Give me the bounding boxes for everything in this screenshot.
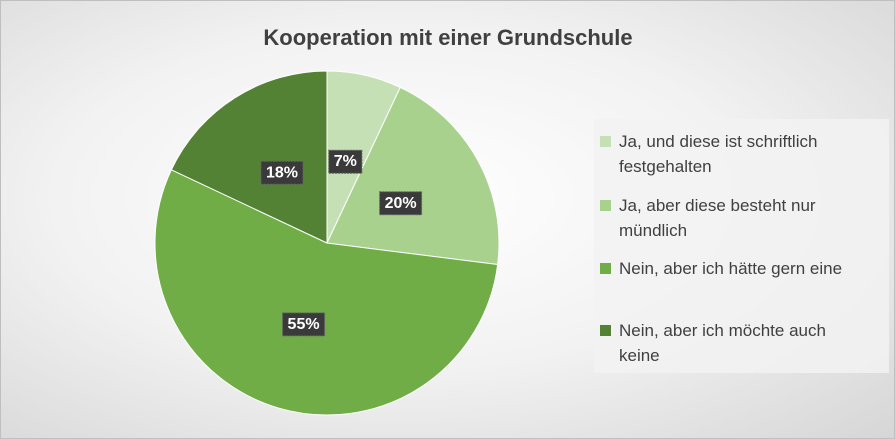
legend-item: Ja, aber diese besteht nur mündlich (600, 193, 870, 243)
pie-slice (326, 86, 500, 266)
pie-slice (170, 70, 328, 244)
legend-label: Ja, und diese ist schriftlich festgehalt… (619, 132, 818, 176)
data-label-text: 7% (334, 153, 357, 170)
legend-item: Nein, aber ich möchte auch keine (600, 318, 870, 368)
data-label: 20% (379, 191, 423, 216)
data-label-text: 55% (288, 316, 320, 333)
chart-title: Kooperation mit einer Grundschule (263, 25, 632, 50)
legend-label: Nein, aber ich möchte auch keine (619, 321, 826, 365)
legend-swatch (600, 325, 611, 336)
data-label: 55% (282, 312, 326, 337)
data-label: 18% (260, 160, 304, 185)
data-label-bg (379, 191, 423, 216)
data-label-text: 20% (385, 195, 417, 212)
legend-label: Ja, aber diese besteht nur mündlich (619, 196, 816, 240)
data-label-bg (328, 149, 363, 174)
data-label-bg (282, 312, 326, 337)
legend-swatch (600, 200, 611, 211)
legend-swatch (600, 263, 611, 274)
legend-item: Ja, und diese ist schriftlich festgehalt… (600, 129, 870, 179)
legend-swatch (600, 136, 611, 147)
data-label: 7% (328, 149, 363, 174)
pie-slice (154, 169, 499, 416)
legend: Ja, und diese ist schriftlich festgehalt… (594, 119, 889, 373)
legend-label: Nein, aber ich hätte gern eine (619, 259, 843, 278)
data-label-text: 18% (266, 164, 298, 181)
legend-item: Nein, aber ich hätte gern eine (600, 256, 870, 281)
data-label-bg (260, 160, 304, 185)
